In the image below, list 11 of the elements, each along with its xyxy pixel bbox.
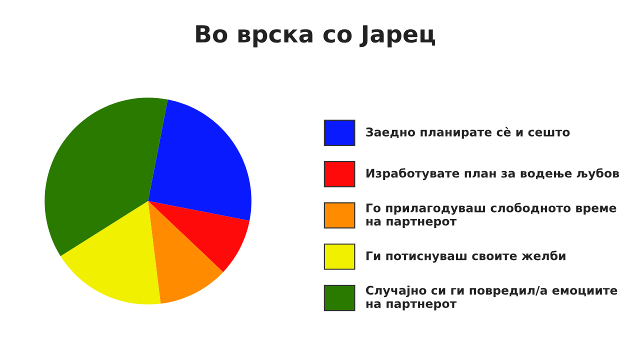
legend-label: Заедно планирате сè и сешто xyxy=(366,126,570,139)
pie-slice xyxy=(148,201,224,304)
chart-title: Во врска со Јарец xyxy=(196,25,435,48)
pie-slice xyxy=(148,100,252,221)
legend-label: Го прилагодуваш слободното време на партнерот xyxy=(366,202,616,228)
legend-label: Случајно си ги повредил/а емоциите на партнерот xyxy=(366,286,618,310)
legend-label: Изработувате план за водење љубов xyxy=(366,168,620,180)
pie-slice xyxy=(60,201,161,304)
pie-slice xyxy=(44,98,168,256)
pie-slice xyxy=(148,201,250,272)
legend-label: Ги потиснуваш своите желби xyxy=(366,250,566,263)
